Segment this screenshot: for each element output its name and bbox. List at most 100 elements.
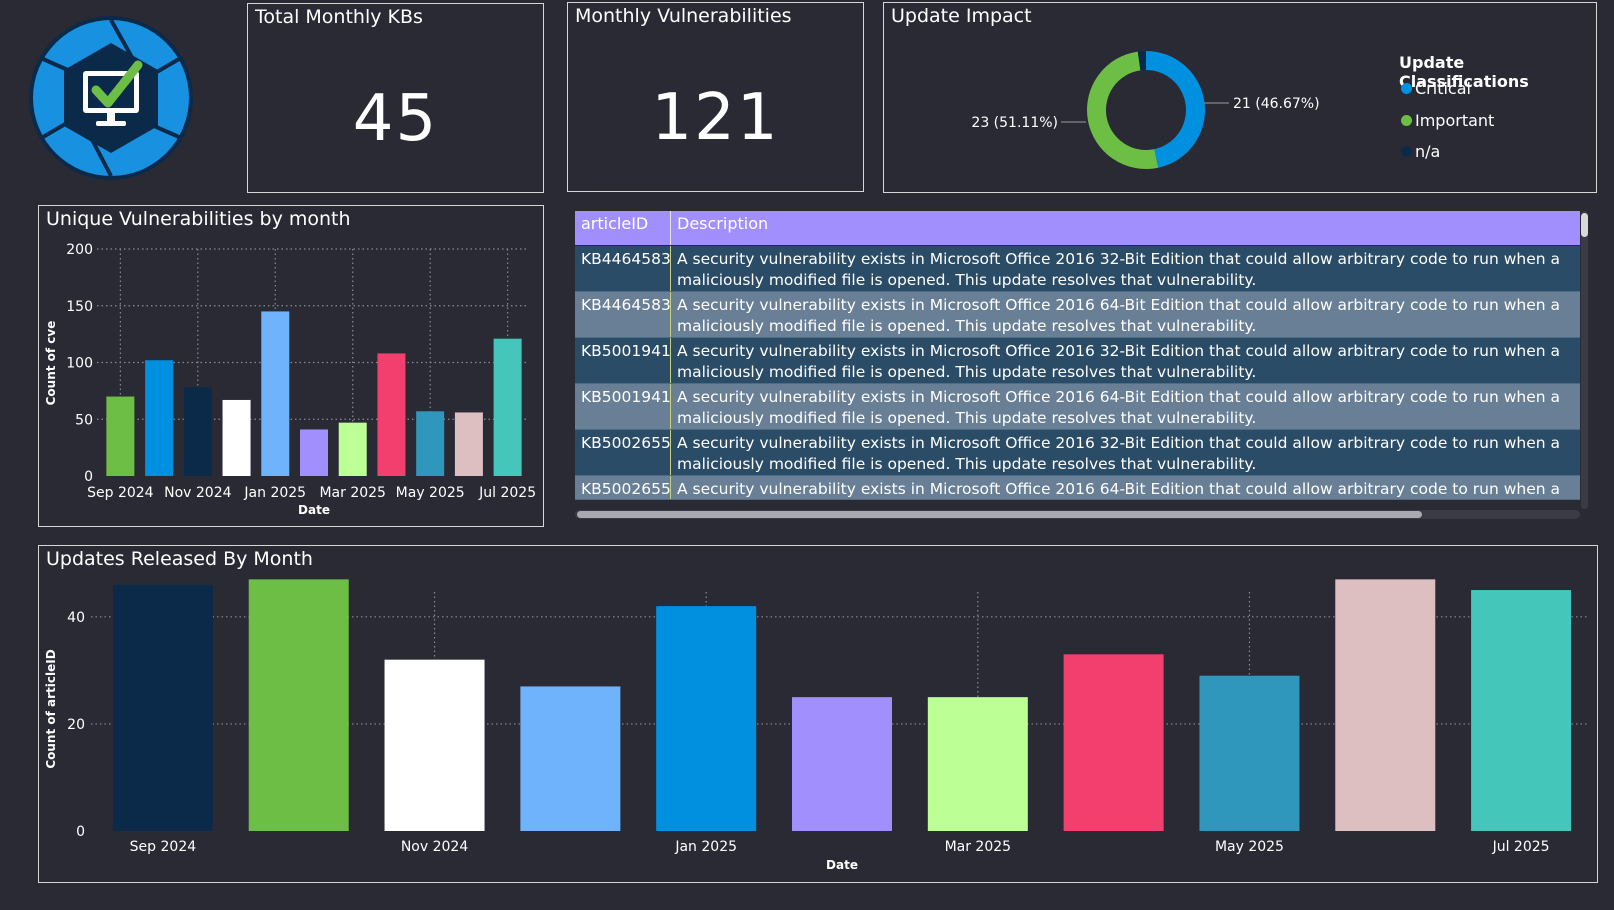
kpi-total-kbs-title: Total Monthly KBs (255, 6, 423, 28)
important-dot-icon (1401, 115, 1412, 126)
table-header: articleID Description (575, 211, 1580, 245)
cell-description: A security vulnerability exists in Micro… (677, 388, 1561, 427)
bar-may-2025[interactable] (1199, 675, 1300, 831)
critical-dot-icon (1401, 83, 1412, 94)
cell-articleid: KB4464583 (575, 246, 671, 291)
table-row[interactable]: KB4464583 A security vulnerability exist… (575, 292, 1580, 338)
critical-slice-label: 21 (46.67%) (1233, 96, 1320, 112)
header-description[interactable]: Description (677, 214, 769, 233)
x-tick-label: Jul 2025 (478, 485, 536, 501)
x-tick-label: Mar 2025 (319, 485, 386, 501)
y-tick-label: 0 (84, 469, 93, 485)
y-axis-label: Count of cve (44, 321, 58, 406)
donut-chart: 21 (46.67%) 23 (51.11%) (971, 51, 1320, 169)
table-body: KB4464583 A security vulnerability exist… (575, 246, 1580, 500)
bar-dec-2024[interactable] (222, 399, 251, 476)
x-axis-label: Date (298, 503, 330, 517)
cell-description: A security vulnerability exists in Micro… (677, 250, 1561, 289)
x-axis-label: Date (826, 858, 858, 872)
vuln-chart-card[interactable]: Unique Vulnerabilities by month 0 50 100 15… (38, 205, 544, 527)
bar-mar-2025[interactable] (927, 697, 1028, 831)
kpi-total-kbs-card[interactable]: Total Monthly KBs 45 (247, 3, 544, 193)
table-row[interactable]: KB5002655 A security vulnerability exist… (575, 476, 1580, 500)
y-tick-label: 20 (67, 717, 85, 733)
bar-apr-2025[interactable] (1063, 654, 1164, 831)
updates-bar-chart: 0 20 40 Sep 2024 Nov 2024 Jan 2025 Mar 2025 May… (44, 579, 1589, 872)
x-tick-label: Jan 2025 (674, 839, 737, 855)
monitor-check-shutter-icon (29, 16, 193, 180)
bar-jan-2025[interactable] (656, 606, 757, 831)
legend-title: Update Classifications (1399, 53, 1529, 91)
legend-na[interactable]: n/a (1401, 142, 1440, 161)
horizontal-scrollbar[interactable] (575, 510, 1580, 519)
table-row[interactable]: KB5001941 A security vulnerability exist… (575, 338, 1580, 384)
update-impact-card[interactable]: Update Impact 21 (46.67%) 23 (51.11%) Up… (883, 2, 1597, 193)
y-tick-label: 40 (67, 610, 85, 626)
kpi-total-kbs-value: 45 (352, 82, 439, 156)
legend-critical-label: Critical (1415, 79, 1471, 98)
legend-na-label: n/a (1415, 142, 1441, 161)
update-impact-title: Update Impact (891, 5, 1032, 27)
y-tick-label: 200 (66, 242, 93, 258)
x-tick-label: May 2025 (1215, 839, 1284, 855)
bar-sep-2024[interactable] (106, 396, 135, 476)
bar-jul-2025[interactable] (493, 338, 522, 476)
cell-description: A security vulnerability exists in Micro… (677, 480, 1561, 498)
donut-slice-na[interactable] (1137, 51, 1146, 71)
x-tick-label: Nov 2024 (401, 839, 468, 855)
kpi-monthly-vulns-card[interactable]: Monthly Vulnerabilities 121 (567, 2, 864, 192)
header-articleid[interactable]: articleID (575, 211, 671, 245)
x-tick-label: Sep 2024 (87, 485, 154, 501)
table-row[interactable]: KB5001941 A security vulnerability exist… (575, 384, 1580, 430)
y-tick-label: 0 (76, 824, 85, 840)
legend-critical[interactable]: Critical (1401, 79, 1471, 98)
x-tick-label: Nov 2024 (164, 485, 231, 501)
updates-chart-title: Updates Released By Month (46, 548, 313, 570)
bar-oct-2024[interactable] (248, 579, 349, 831)
donut-slice-critical[interactable] (1146, 51, 1205, 168)
legend-important[interactable]: Important (1401, 111, 1494, 130)
vertical-scrollbar[interactable] (1581, 211, 1588, 509)
cell-description: A security vulnerability exists in Micro… (677, 434, 1561, 473)
vertical-scroll-thumb[interactable] (1581, 213, 1588, 237)
bar-nov-2024[interactable] (384, 659, 485, 831)
vuln-chart-title: Unique Vulnerabilities by month (46, 208, 351, 230)
cell-articleid: KB5001941 (575, 338, 671, 383)
bar-jun-2025[interactable] (1335, 579, 1436, 831)
updates-chart-card[interactable]: Updates Released By Month 0 20 40 Sep 2024 N… (38, 545, 1598, 883)
table-row[interactable]: KB5002655 A security vulnerability exist… (575, 430, 1580, 476)
cell-description: A security vulnerability exists in Micro… (677, 342, 1561, 381)
vuln-bar-chart: 0 50 100 150 200 Sep 2024 Nov 2024 Jan 2025 Mar … (44, 242, 536, 517)
bar-oct-2024[interactable] (145, 360, 174, 476)
x-tick-label: Jan 2025 (243, 485, 306, 501)
bar-nov-2024[interactable] (183, 387, 212, 476)
bar-apr-2025[interactable] (377, 353, 406, 476)
bar-jan-2025[interactable] (261, 311, 290, 476)
na-dot-icon (1401, 146, 1412, 157)
bar-sep-2024[interactable] (112, 584, 213, 831)
bar-feb-2025[interactable] (792, 697, 892, 831)
bar-jul-2025[interactable] (1471, 590, 1572, 831)
cell-articleid: KB5002655 (575, 430, 671, 475)
bar-mar-2025[interactable] (338, 422, 367, 476)
x-tick-label: Sep 2024 (130, 839, 197, 855)
x-tick-label: May 2025 (396, 485, 465, 501)
x-tick-label: Jul 2025 (1492, 839, 1550, 855)
bar-feb-2025[interactable] (300, 429, 328, 476)
horizontal-scroll-thumb[interactable] (577, 511, 1422, 518)
cell-description: A security vulnerability exists in Micro… (677, 296, 1561, 335)
donut-slice-important[interactable] (1087, 51, 1159, 169)
table-row[interactable]: KB4464583 A security vulnerability exist… (575, 246, 1580, 292)
cell-articleid: KB4464583 (575, 292, 671, 337)
bar-jun-2025[interactable] (454, 412, 483, 476)
y-tick-label: 150 (66, 299, 93, 315)
kb-table[interactable]: articleID Description KB4464583 A securi… (575, 211, 1588, 519)
kpi-monthly-vulns-value: 121 (651, 81, 780, 155)
x-tick-label: Mar 2025 (945, 839, 1012, 855)
y-tick-label: 100 (66, 356, 93, 372)
bar-may-2025[interactable] (416, 411, 445, 476)
kpi-monthly-vulns-title: Monthly Vulnerabilities (575, 5, 792, 27)
bar-dec-2024[interactable] (520, 686, 621, 831)
legend-important-label: Important (1415, 111, 1495, 130)
logo (26, 13, 196, 183)
